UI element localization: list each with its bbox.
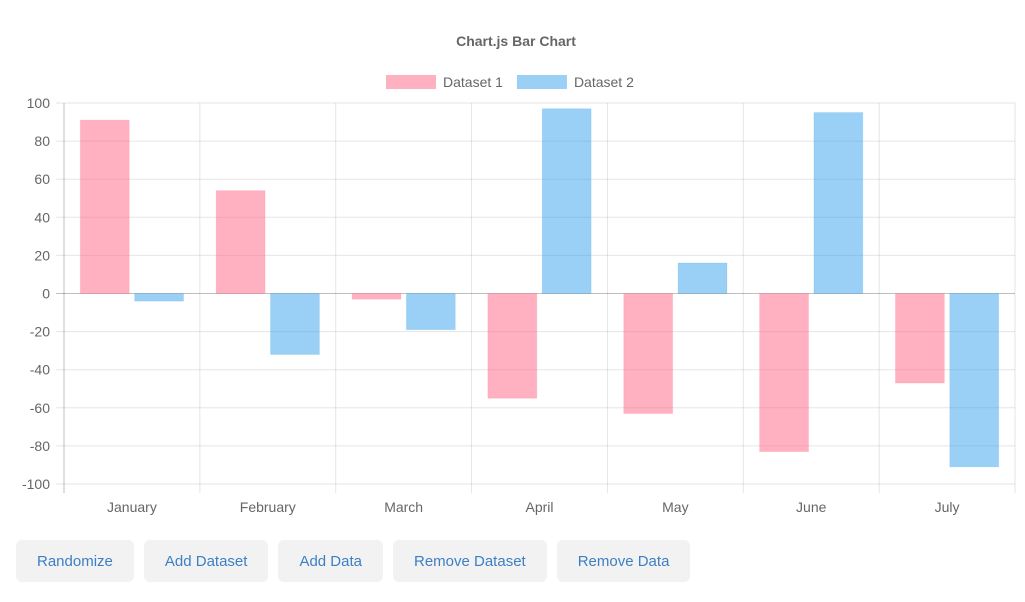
bar-2-june[interactable] — [813, 112, 864, 295]
chart-title: Chart.js Bar Chart — [456, 33, 576, 49]
y-axis: 100 80 60 40 20 0 -20 -40 -60 -80 -100 — [22, 95, 50, 492]
x-tick-label: May — [662, 499, 688, 515]
bar-1-february[interactable] — [215, 190, 266, 295]
y-tick-label: 0 — [42, 286, 50, 302]
y-tick-label: 80 — [34, 133, 50, 149]
x-tick-label: February — [240, 499, 296, 515]
bar-2-february[interactable] — [270, 293, 320, 355]
bar-1-june[interactable] — [759, 293, 809, 453]
x-tick-label: July — [935, 499, 960, 515]
y-tick-label: -20 — [30, 324, 50, 340]
bar-2-may[interactable] — [677, 262, 728, 294]
x-axis: January February March April May June July — [107, 499, 960, 515]
add-data-button[interactable]: Add Data — [278, 540, 383, 582]
y-tick-label: -40 — [30, 362, 50, 378]
y-tick-label: 100 — [27, 95, 51, 111]
bar-chart: Chart.js Bar Chart Dataset 1 Dataset 2 10… — [22, 33, 1016, 515]
legend-swatch[interactable] — [386, 75, 436, 89]
y-tick-label: 60 — [34, 171, 50, 187]
control-buttons: Randomize Add Dataset Add Data Remove Da… — [16, 540, 691, 582]
bar-2-january[interactable] — [134, 293, 185, 302]
bar-1-march[interactable] — [351, 293, 402, 300]
remove-dataset-button[interactable]: Remove Dataset — [392, 540, 547, 582]
chart-legend[interactable]: Dataset 1 Dataset 2 — [386, 74, 634, 90]
x-tick-label: January — [107, 499, 157, 515]
legend-label[interactable]: Dataset 2 — [574, 74, 634, 90]
x-tick-label: March — [384, 499, 423, 515]
y-tick-label: 40 — [34, 209, 50, 225]
add-dataset-button[interactable]: Add Dataset — [143, 540, 269, 582]
y-tick-label: -60 — [30, 400, 50, 416]
legend-swatch[interactable] — [516, 75, 567, 89]
legend-label[interactable]: Dataset 1 — [443, 74, 503, 90]
x-tick-label: June — [796, 499, 827, 515]
bar-1-july[interactable] — [894, 293, 945, 384]
chart-bars — [79, 108, 1000, 468]
y-tick-label: -80 — [30, 438, 50, 454]
bar-1-april[interactable] — [487, 293, 538, 399]
randomize-button[interactable]: Randomize — [16, 540, 134, 582]
y-tick-label: -100 — [22, 476, 50, 492]
bar-2-april[interactable] — [541, 108, 592, 294]
bar-2-july[interactable] — [949, 293, 1000, 468]
bar-1-may[interactable] — [623, 293, 674, 415]
y-tick-label: 20 — [34, 247, 50, 263]
remove-data-button[interactable]: Remove Data — [556, 540, 691, 582]
bar-2-march[interactable] — [405, 293, 456, 331]
x-tick-label: April — [525, 499, 553, 515]
bar-1-january[interactable] — [79, 119, 130, 294]
